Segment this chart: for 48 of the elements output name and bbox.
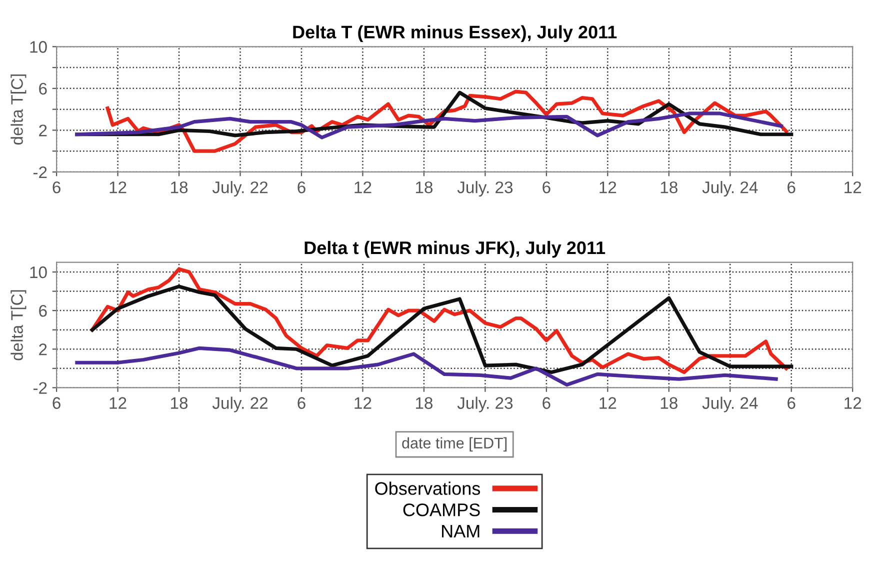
x-tick-label: 18 (660, 181, 678, 194)
x-tick-label: July. 22 (212, 396, 268, 412)
x-tick-label: 12 (110, 397, 126, 409)
x-tick-label: 6 (298, 397, 306, 409)
x-tick-label: 18 (171, 397, 188, 409)
x-tick-label: 12 (110, 181, 126, 194)
y-tick-label: 6 (39, 304, 47, 317)
y-tick-label: -2 (33, 382, 47, 394)
x-tick-label: 6 (542, 181, 550, 194)
line-series (75, 346, 778, 387)
legend-label: COAMPS (403, 503, 480, 516)
line-series (90, 284, 794, 374)
x-tick-label: July. 22 (212, 181, 268, 197)
x-tick-label: 6 (788, 397, 796, 409)
x-tick-label: 12 (844, 397, 862, 409)
line-series (75, 112, 783, 140)
chart-title: Delta t (EWR minus JFK), July 2011 (304, 240, 606, 258)
x-tick-label: 6 (52, 181, 60, 194)
legend-label: Observations (375, 482, 480, 495)
x-tick-label: 6 (542, 397, 550, 409)
x-tick-label: 12 (354, 397, 372, 409)
x-tick-label: 18 (660, 397, 678, 409)
line-series (90, 267, 788, 374)
x-tick-label: July. 24 (702, 396, 758, 412)
legend-label: NAM (442, 525, 480, 538)
x-tick-label: 18 (171, 181, 188, 194)
x-axis-title: date time [EDT] (402, 437, 507, 452)
y-tick-label: 6 (39, 82, 47, 95)
x-tick-label: 12 (600, 397, 616, 409)
x-tick-label: 12 (844, 181, 862, 194)
y-tick-label: 10 (30, 266, 47, 278)
x-tick-label: 6 (52, 397, 60, 409)
x-tick-label: 18 (416, 181, 433, 194)
x-tick-label: July. 23 (457, 396, 513, 412)
x-tick-label: 18 (416, 397, 433, 409)
y-tick-label: -2 (33, 166, 47, 178)
y-tick-label: 2 (39, 344, 47, 356)
y-tick-label: 10 (30, 41, 47, 53)
x-tick-label: 6 (788, 181, 796, 194)
y-axis-title: delta T[C] (10, 74, 26, 145)
x-tick-label: 6 (298, 181, 306, 194)
y-axis-title: delta T[C] (10, 290, 26, 360)
x-tick-label: 12 (354, 181, 372, 194)
x-tick-label: July. 24 (702, 181, 758, 197)
x-tick-label: 12 (600, 181, 616, 194)
x-tick-label: July. 23 (457, 181, 513, 197)
chart-title: Delta T (EWR minus Essex), July 2011 (293, 25, 617, 42)
y-tick-label: 2 (39, 124, 47, 136)
